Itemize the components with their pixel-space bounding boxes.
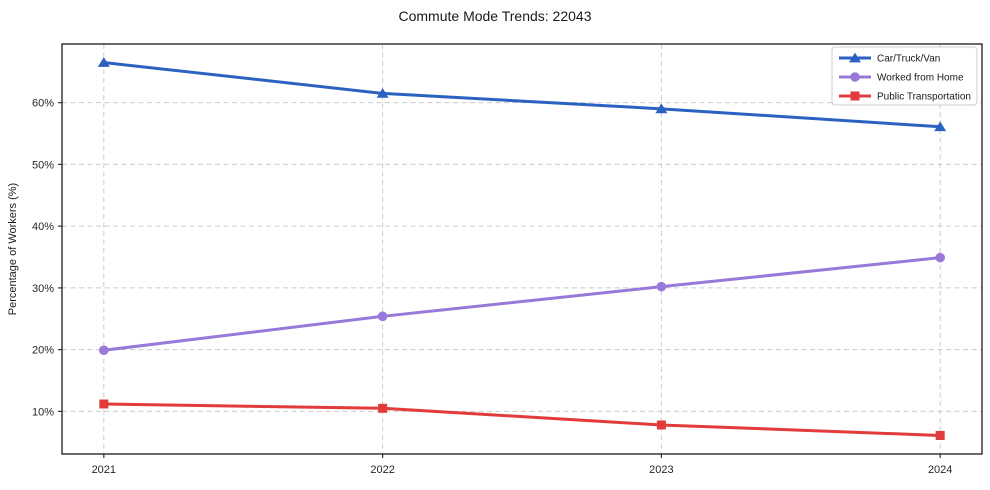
data-point-marker: [99, 399, 109, 409]
legend-item-label: Public Transportation: [877, 92, 971, 103]
legend-box: [831, 46, 978, 106]
legend-swatch-circle-icon: [850, 72, 860, 82]
series-line-car-truck-van: [102, 61, 942, 129]
legend-item-label: Worked from Home: [877, 73, 964, 84]
data-point-marker: [935, 430, 945, 440]
y-tick-label: 30%: [32, 283, 54, 295]
y-tick-label: 40%: [32, 221, 54, 233]
legend-swatch-square-icon: [850, 91, 860, 101]
legend-swatch-triangle-icon: [849, 52, 861, 63]
data-point-marker: [97, 57, 110, 67]
x-tick-label: 2022: [370, 464, 394, 476]
x-tick-label: 2024: [928, 464, 952, 476]
data-point-marker: [656, 420, 666, 430]
chart-title: Commute Mode Trends: 22043: [398, 8, 592, 24]
y-tick-label: 10%: [32, 406, 54, 418]
data-point-marker: [935, 252, 945, 263]
data-point-marker: [934, 121, 947, 132]
x-tick-label: 2021: [92, 464, 116, 476]
y-axis-label: Percentage of Workers (%): [7, 183, 19, 315]
data-point-marker: [378, 403, 388, 413]
data-point-marker: [656, 281, 667, 292]
data-point-marker: [377, 311, 388, 322]
plot-area: [62, 44, 982, 454]
plot-border: [61, 43, 983, 455]
y-tick-label: 60%: [32, 98, 54, 110]
y-tick-label: 50%: [32, 159, 54, 171]
series-line-public-transportation: [102, 402, 942, 437]
data-point-marker: [99, 345, 109, 356]
x-tick-label: 2023: [649, 464, 673, 476]
y-tick-label: 20%: [32, 345, 54, 357]
legend-item-label: Car/Truck/Van: [877, 54, 940, 65]
series-line-worked-from-home: [102, 256, 942, 352]
data-point-marker: [376, 87, 389, 98]
data-point-marker: [655, 103, 668, 114]
